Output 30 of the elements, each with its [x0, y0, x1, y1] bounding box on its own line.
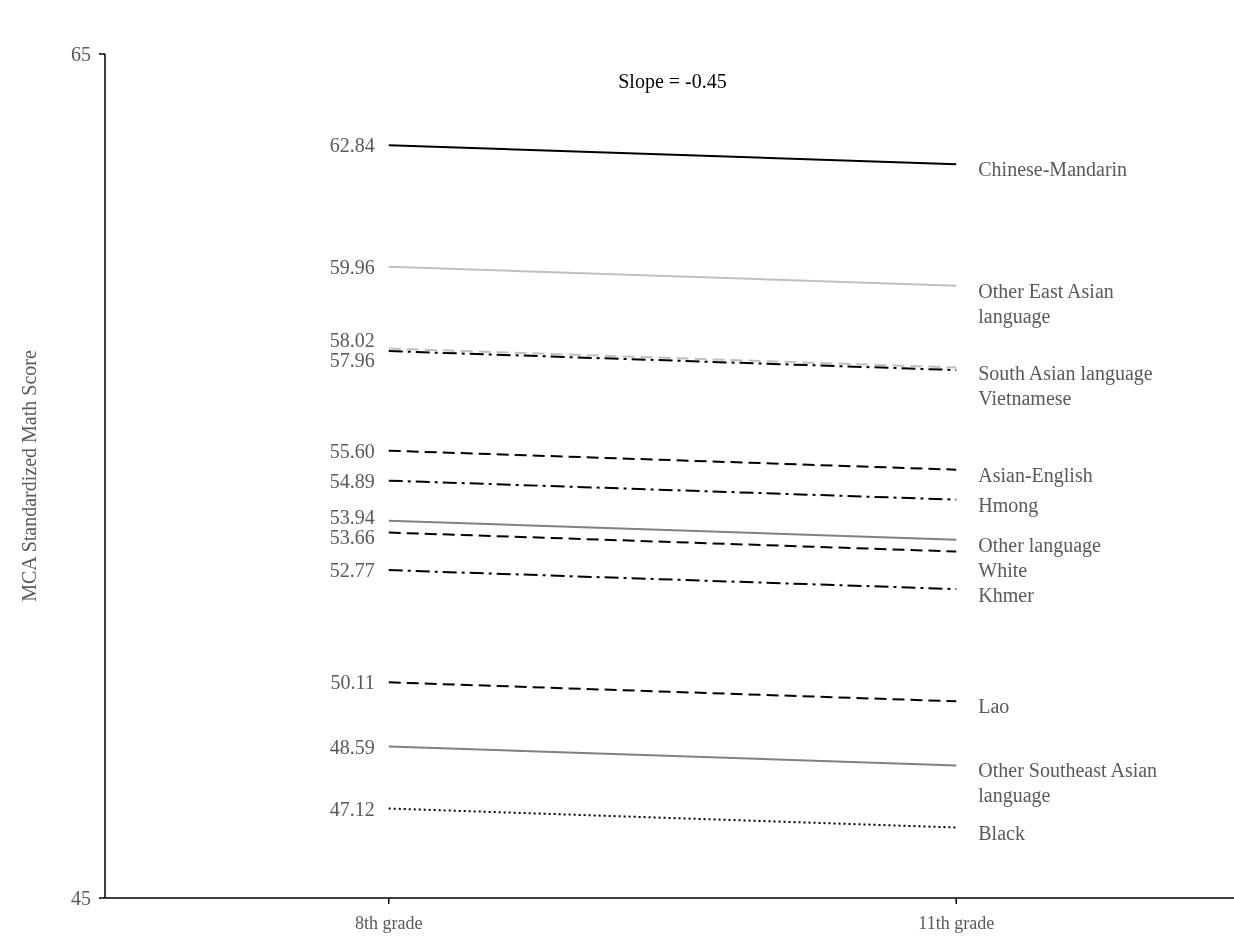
x-tick-label: 8th grade	[355, 913, 423, 933]
series-label: Lao	[978, 695, 1010, 718]
series-label: Other language	[978, 533, 1102, 557]
x-tick-label: 11th grade	[918, 913, 995, 933]
data-label: 52.77	[329, 559, 375, 582]
data-label: 48.59	[329, 735, 375, 758]
y-tick-label: 45	[71, 887, 91, 909]
series-label: Khmer	[978, 583, 1035, 606]
series-label: Asian-English	[978, 463, 1093, 487]
annotation: Slope = -0.45	[618, 70, 727, 93]
series-label: South Asian language	[978, 361, 1153, 385]
y-axis-title: MCA Standardized Math Score	[18, 350, 40, 602]
data-label: 47.12	[329, 797, 375, 820]
data-label: 62.84	[329, 134, 375, 157]
data-label: 57.96	[329, 348, 375, 371]
series-label: Other Southeast Asian language	[978, 759, 1158, 808]
series-label: Chinese-Mandarin	[978, 158, 1128, 181]
y-tick-label: 65	[71, 43, 91, 65]
series-label: White	[978, 558, 1028, 581]
series-label: Hmong	[978, 493, 1039, 517]
series-label: Black	[978, 821, 1025, 844]
data-label: 55.60	[329, 439, 375, 462]
series-label: Vietnamese	[978, 386, 1072, 409]
data-label: 58.02	[329, 328, 375, 351]
series-label: Other East Asian language	[978, 279, 1114, 328]
data-label: 50.11	[330, 671, 375, 694]
data-label: 53.94	[329, 505, 375, 528]
data-label: 53.66	[329, 525, 375, 548]
data-label: 54.89	[329, 469, 375, 492]
data-label: 59.96	[329, 255, 375, 278]
